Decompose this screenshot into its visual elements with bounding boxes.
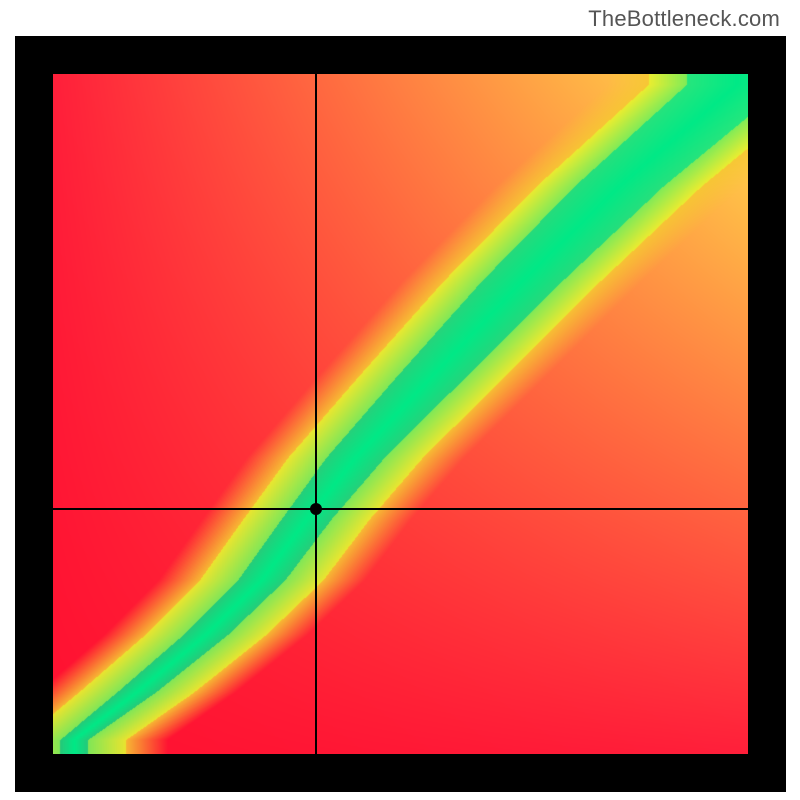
root: TheBottleneck.com [0,0,800,800]
plot-area [53,74,748,754]
marker-dot [310,503,322,515]
crosshair-horizontal [53,508,748,510]
watermark-text: TheBottleneck.com [588,6,780,32]
crosshair-vertical [315,74,317,754]
heatmap-canvas [53,74,748,754]
